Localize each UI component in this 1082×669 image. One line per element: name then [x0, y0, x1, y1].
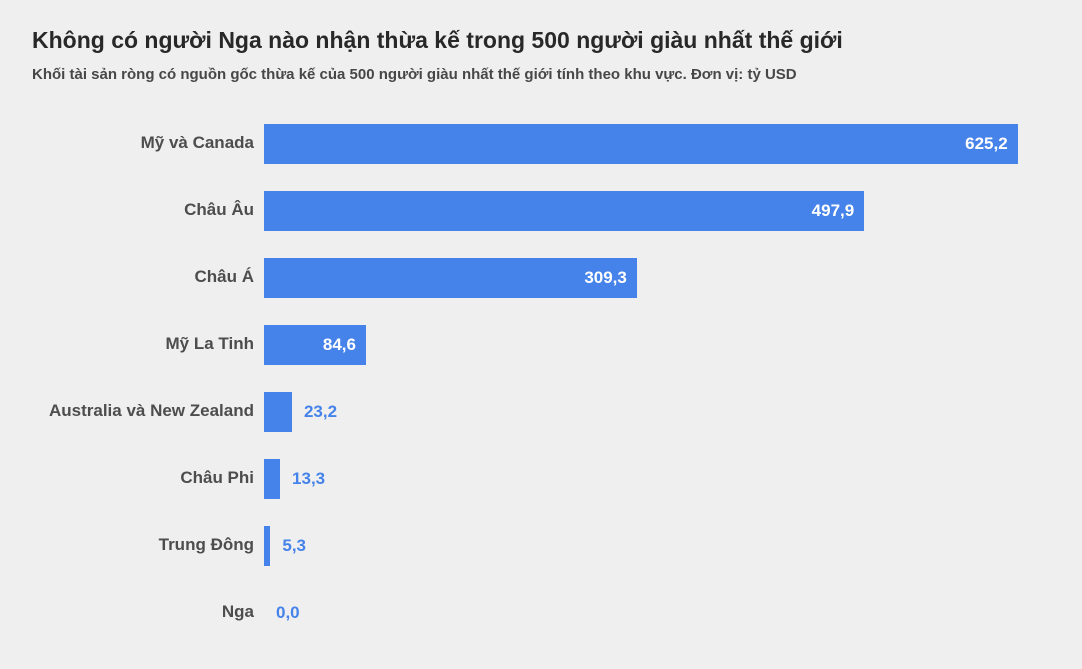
bar-row: Châu Á 309,3 — [32, 257, 1050, 298]
value-label: 84,6 — [322, 334, 356, 354]
bar-chart: Mỹ và Canada 625,2 Châu Âu 497,9 Châu Á 309,3… — [32, 123, 1050, 633]
category-label: Australia và New Zealand — [48, 401, 254, 421]
bar: 625,2 — [264, 123, 1018, 164]
value-label: 309,3 — [584, 267, 627, 287]
bar — [264, 525, 271, 566]
category-label: Mỹ và Canada — [140, 133, 254, 153]
bar — [264, 458, 281, 499]
category-label: Châu Âu — [184, 200, 254, 220]
bar-row: Nga 0,0 — [32, 593, 1050, 633]
value-label: 625,2 — [965, 133, 1008, 153]
bar: 84,6 — [264, 324, 366, 365]
bar-row: Châu Âu 497,9 — [32, 190, 1050, 231]
value-label: 23,2 — [303, 401, 338, 421]
bar: 309,3 — [264, 257, 637, 298]
category-label: Châu Phi — [180, 468, 254, 488]
bar-track: 84,6 — [264, 324, 1050, 365]
bar-track: 309,3 — [264, 257, 1050, 298]
bar-track: 0,0 — [264, 593, 1050, 633]
chart-title: Không có người Nga nào nhận thừa kế tron… — [32, 27, 843, 53]
bar-row: Trung Đông 5,3 — [32, 525, 1050, 566]
bar-track: 5,3 — [264, 525, 1050, 566]
category-label: Châu Á — [194, 267, 255, 287]
value-label: 497,9 — [811, 200, 855, 220]
bar: 497,9 — [264, 190, 865, 231]
bar-row: Mỹ La Tinh 84,6 — [32, 324, 1050, 365]
bar-row: Châu Phi 13,3 — [32, 458, 1050, 499]
category-label: Nga — [221, 602, 254, 622]
value-label: 13,3 — [292, 468, 326, 488]
value-label: 0,0 — [276, 602, 300, 622]
category-label: Mỹ La Tinh — [165, 334, 254, 354]
value-label: 5,3 — [282, 535, 307, 555]
bar-track: 497,9 — [264, 190, 1050, 231]
category-label: Trung Đông — [158, 535, 254, 555]
bar-row: Mỹ và Canada 625,2 — [32, 123, 1050, 164]
bar-track: 23,2 — [264, 391, 1050, 432]
bar — [264, 391, 292, 432]
bar-row: Australia và New Zealand 23,2 — [32, 391, 1050, 432]
bar-track: 13,3 — [264, 458, 1050, 499]
bar-track: 625,2 — [264, 123, 1050, 164]
chart-card: Không có người Nga nào nhận thừa kế tron… — [32, 27, 1050, 633]
chart-subtitle: Khối tài sản ròng có nguồn gốc thừa kế c… — [32, 65, 797, 83]
